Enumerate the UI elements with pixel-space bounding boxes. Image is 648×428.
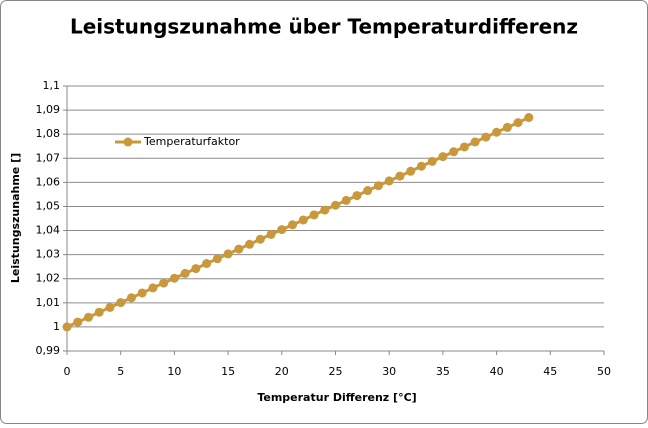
data-point <box>266 229 276 239</box>
x-tick-label: 25 <box>329 365 343 378</box>
data-point <box>449 147 459 157</box>
data-point <box>298 215 308 225</box>
data-point <box>438 152 448 162</box>
y-tick-label: 1,09 <box>36 103 61 116</box>
data-point <box>245 239 255 249</box>
data-point <box>105 302 115 312</box>
legend-marker <box>123 137 133 147</box>
x-tick-label: 40 <box>490 365 504 378</box>
x-tick-label: 30 <box>382 365 396 378</box>
y-tick-label: 1,05 <box>36 199 61 212</box>
data-point <box>255 234 265 244</box>
data-point <box>191 264 201 274</box>
chart-title: Leistungszunahme über Temperaturdifferen… <box>70 15 578 39</box>
x-tick-label: 45 <box>543 365 557 378</box>
data-point <box>288 220 298 230</box>
data-point <box>502 122 512 132</box>
y-tick-label: 1,03 <box>36 248 61 261</box>
data-point <box>459 142 469 152</box>
data-point <box>159 278 169 288</box>
data-point <box>180 268 190 278</box>
data-point <box>416 161 426 171</box>
data-point <box>395 171 405 181</box>
data-point <box>320 205 330 215</box>
x-tick-label: 10 <box>167 365 181 378</box>
data-point <box>116 298 126 308</box>
data-point <box>470 137 480 147</box>
y-tick-label: 1,06 <box>36 175 61 188</box>
legend-label: Temperaturfaktor <box>143 135 240 148</box>
data-point <box>148 283 158 293</box>
y-axis-label: Leistungszunahme [] <box>9 153 22 283</box>
y-tick-label: 1,02 <box>36 272 61 285</box>
data-point <box>481 132 491 142</box>
y-tick-label: 1 <box>53 320 60 333</box>
y-tick-label: 1,08 <box>36 127 61 140</box>
y-tick-label: 1,01 <box>36 296 61 309</box>
x-tick-label: 35 <box>436 365 450 378</box>
data-point <box>352 191 362 201</box>
data-point <box>202 259 212 269</box>
data-point <box>427 156 437 166</box>
x-tick-label: 5 <box>117 365 124 378</box>
data-point <box>492 127 502 137</box>
y-tick-label: 1,04 <box>36 224 61 237</box>
data-point <box>94 307 104 317</box>
data-point <box>62 322 72 332</box>
data-point <box>277 225 287 235</box>
x-tick-label: 15 <box>221 365 235 378</box>
data-point <box>331 200 340 210</box>
data-point <box>137 288 147 298</box>
y-tick-label: 1,1 <box>43 79 61 92</box>
data-point <box>309 210 319 220</box>
x-axis-label: Temperatur Differenz [°C] <box>257 391 416 404</box>
data-point <box>524 113 534 123</box>
x-tick-label: 20 <box>275 365 289 378</box>
data-point <box>406 166 416 176</box>
y-tick-label: 0,99 <box>36 344 61 357</box>
data-point <box>373 181 383 191</box>
data-point <box>223 249 233 259</box>
x-tick-label: 50 <box>597 365 611 378</box>
data-point <box>363 186 373 196</box>
x-tick-label: 0 <box>64 365 71 378</box>
data-point <box>212 254 222 264</box>
y-tick-label: 1,07 <box>36 151 61 164</box>
data-point <box>126 293 136 303</box>
data-point <box>341 195 351 205</box>
data-point <box>73 317 83 327</box>
data-point <box>169 273 179 283</box>
data-point <box>83 312 93 322</box>
data-point <box>234 244 244 254</box>
data-point <box>384 176 394 186</box>
data-point <box>513 118 523 128</box>
